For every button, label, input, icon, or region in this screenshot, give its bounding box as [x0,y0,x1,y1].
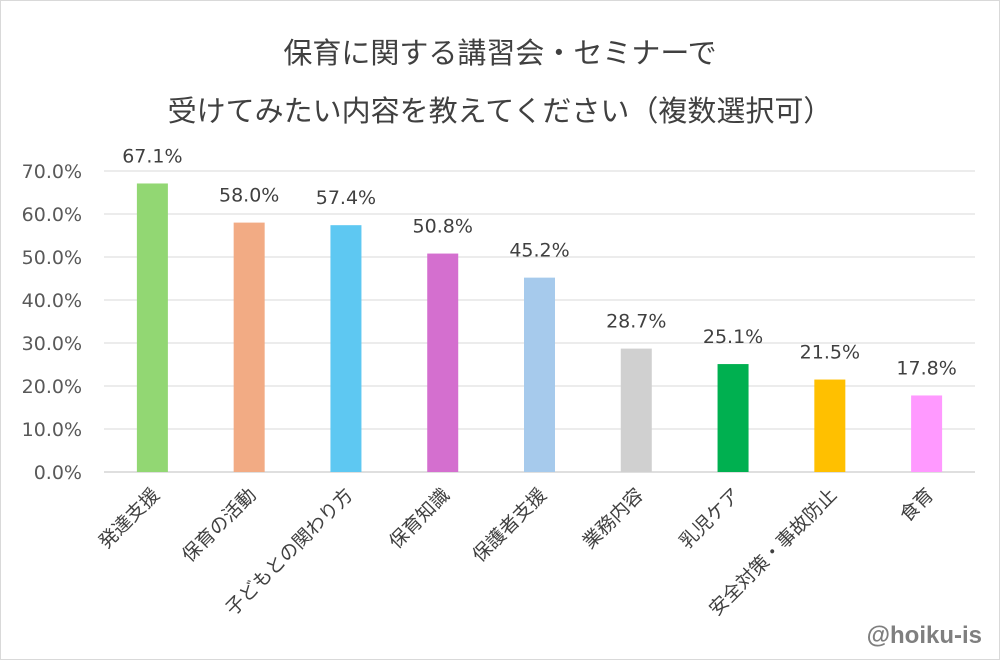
bar [620,348,652,472]
x-tick-label: 食育 [896,484,938,526]
y-tick-label: 10.0% [22,419,82,441]
y-tick-label: 0.0% [34,462,82,484]
data-label: 17.8% [896,357,956,379]
x-tick-label: 発達支援 [95,484,164,553]
data-label: 25.1% [703,326,763,348]
data-label: 28.7% [606,311,666,333]
bar [814,379,846,472]
bar [427,253,459,472]
y-tick-label: 40.0% [22,290,82,312]
watermark: @hoiku-is [866,622,982,649]
data-label: 50.8% [413,216,473,238]
chart-title-line2: 受けてみたい内容を教えてください（複数選択可） [167,94,833,128]
data-label: 57.4% [316,187,376,209]
y-tick-label: 60.0% [22,204,82,226]
data-label: 21.5% [800,342,860,364]
x-tick-label: 保育の活動 [178,484,261,567]
bar [717,364,749,472]
y-tick-label: 20.0% [22,376,82,398]
chart-title-line1: 保育に関する講習会・セミナーで [283,36,717,70]
x-tick-label: 保育知識 [385,484,454,553]
x-tick-label: 業務内容 [579,484,648,553]
x-tick-label: 乳児ケア [675,484,744,553]
bar [136,183,168,472]
bar [911,395,943,472]
data-label: 67.1% [122,145,182,167]
bar [330,225,362,472]
bar [233,222,265,472]
x-tick-label: 保護者支援 [468,484,551,567]
bar [524,277,555,472]
data-label: 58.0% [219,185,279,207]
y-tick-label: 50.0% [22,247,82,269]
y-tick-label: 30.0% [22,333,82,355]
data-label: 45.2% [509,240,569,262]
y-tick-label: 70.0% [22,161,82,183]
